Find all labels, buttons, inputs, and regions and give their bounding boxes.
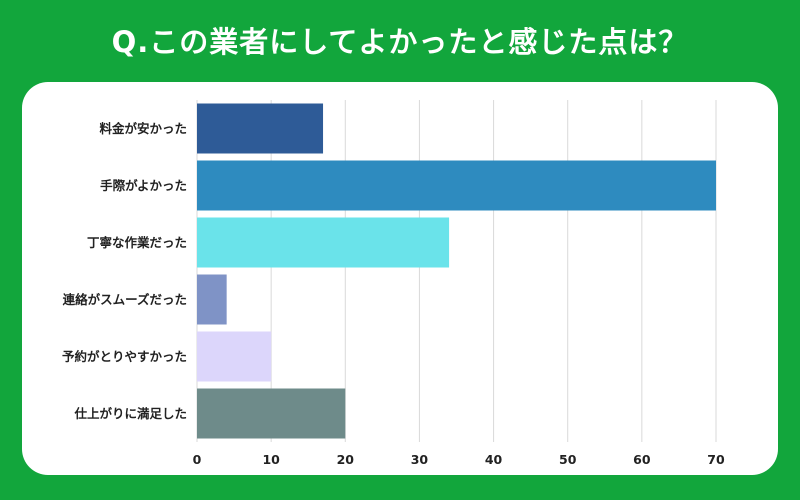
- x-tick-label: 0: [193, 452, 202, 467]
- x-tick-label: 30: [411, 452, 429, 467]
- bar-chart: 料金が安かった手際がよかった丁寧な作業だった連絡がスムーズだった予約がとりやすか…: [62, 100, 725, 467]
- x-tick-label: 20: [337, 452, 355, 467]
- category-labels: 料金が安かった手際がよかった丁寧な作業だった連絡がスムーズだった予約がとりやすか…: [62, 121, 187, 421]
- bar: [197, 160, 716, 211]
- category-label: 料金が安かった: [99, 121, 187, 136]
- category-label: 丁寧な作業だった: [87, 235, 187, 250]
- bar: [197, 331, 272, 382]
- grid-lines: [196, 100, 717, 442]
- chart-card: 料金が安かった 手際がよかった丁寧な作業だった連絡がスムーズだった 予約がとりやすか…: [22, 82, 778, 475]
- x-tick-label: 10: [262, 452, 280, 467]
- bar: [197, 274, 227, 325]
- category-label: 仕上がりに満足した: [73, 406, 187, 421]
- bars: [197, 103, 716, 439]
- category-label: 連絡がスムーズだった: [63, 292, 187, 307]
- x-tick-label: 70: [707, 452, 725, 467]
- x-axis-tick-labels: 0 10 20 30 40 50 60 70: [193, 452, 725, 467]
- bar: [197, 217, 450, 268]
- category-label: 予約がとりやすかった: [62, 349, 187, 364]
- page-title: Q.この業者にしてよかったと感じた点は？: [111, 25, 689, 59]
- category-label: 手際がよかった: [100, 178, 187, 193]
- x-tick-label: 40: [485, 452, 503, 467]
- x-tick-label: 50: [559, 452, 577, 467]
- bar: [197, 103, 324, 154]
- x-tick-label: 60: [633, 452, 651, 467]
- bar: [197, 388, 346, 439]
